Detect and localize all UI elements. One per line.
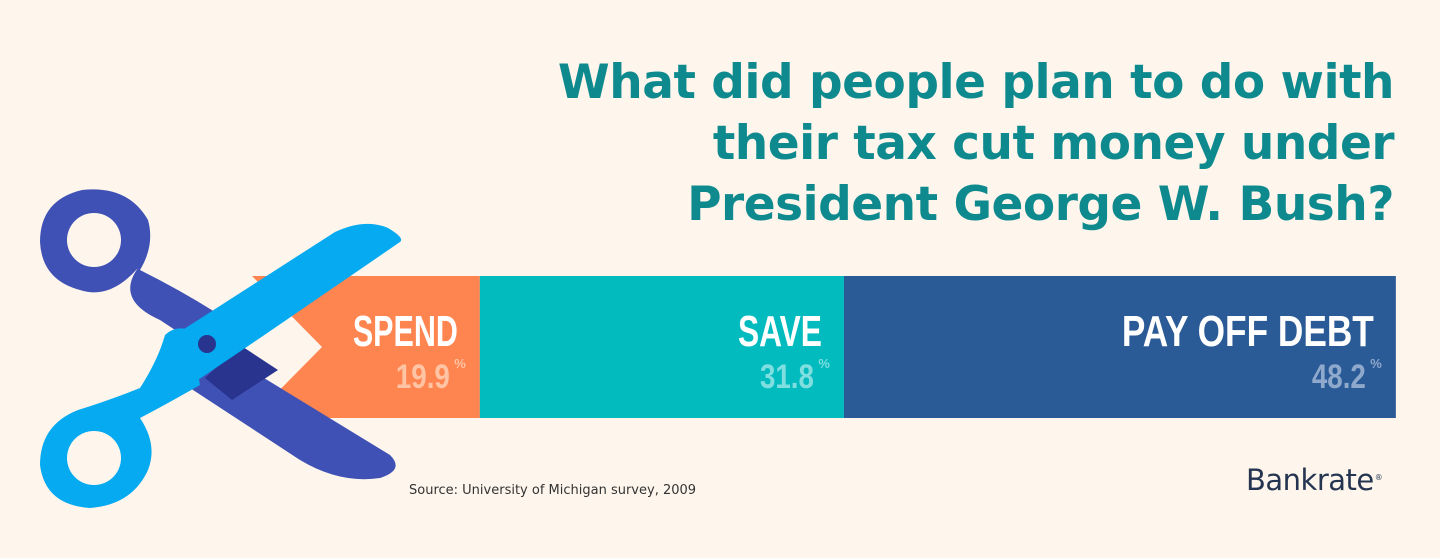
category-label: SAVE — [738, 307, 822, 356]
scissor-dark-ring-hole — [67, 213, 121, 267]
label-group: SPEND% 19.9 SAVE% 31.8 PAY OFF DEBT% 48.2 — [353, 307, 1382, 396]
bar-segment-save — [479, 276, 844, 418]
value-label: 31.8 — [760, 358, 814, 396]
title-line-2: their tax cut money under — [712, 116, 1395, 171]
bar-segment-spend — [252, 276, 480, 418]
bankrate-logo: Bankrate® — [1246, 463, 1383, 497]
bar-group — [252, 276, 1396, 418]
percent-sign: % — [818, 356, 830, 371]
value-label: 48.2 — [1312, 358, 1366, 396]
source-note: Source: University of Michigan survey, 2… — [409, 483, 697, 498]
chart-title: What did people plan to do with their ta… — [494, 52, 1395, 235]
title-line-1: What did people plan to do with — [557, 55, 1395, 110]
title-line-3: President George W. Bush? — [687, 177, 1394, 232]
scissor-light-ring-hole — [67, 431, 121, 485]
category-label: SPEND — [353, 307, 458, 356]
scissors-icon — [40, 189, 402, 508]
scissor-light-blade — [170, 223, 402, 382]
bar-segment-pay-off-debt — [843, 276, 1396, 418]
scissor-dark-handle — [40, 189, 215, 346]
scissor-dark-blade-shadow — [205, 345, 278, 400]
percent-sign: % — [1370, 356, 1382, 371]
scissor-pivot — [198, 335, 216, 353]
scissor-light-handle — [40, 328, 200, 508]
logo-text: Bankrate — [1246, 463, 1374, 497]
value-label: 19.9 — [396, 358, 450, 396]
registered-mark: ® — [1374, 473, 1383, 482]
percent-sign: % — [454, 356, 466, 371]
category-label: PAY OFF DEBT — [1122, 307, 1374, 356]
